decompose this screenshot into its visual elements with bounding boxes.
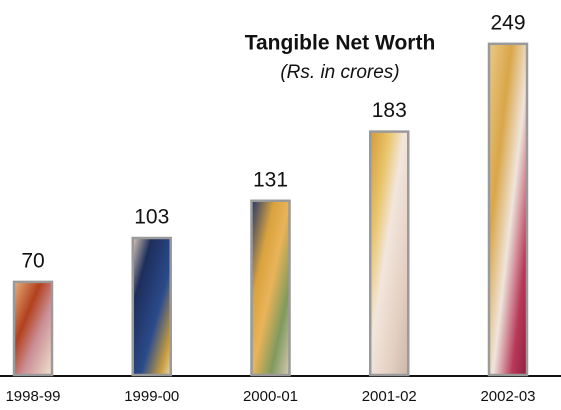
chart-title: Tangible Net Worth [245,32,436,55]
bar [487,42,529,377]
value-label: 103 [134,206,169,229]
bar [369,130,410,377]
x-tick-label: 1999-00 [124,388,179,405]
x-tick-label: 2002-03 [480,388,535,405]
x-tick-label: 2000-01 [243,388,298,405]
x-tick-label: 2001-02 [362,388,417,405]
bar [12,280,54,377]
bar [131,236,172,377]
bar [250,199,291,377]
chart-subtitle: (Rs. in crores) [280,62,399,83]
x-tick-label: 1998-99 [5,388,60,405]
value-label: 131 [253,168,288,191]
value-label: 183 [372,99,407,122]
value-label: 70 [21,249,44,272]
value-label: 249 [490,11,525,34]
